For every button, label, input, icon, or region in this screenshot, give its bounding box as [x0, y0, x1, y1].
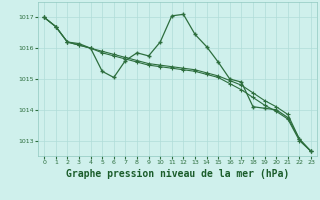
X-axis label: Graphe pression niveau de la mer (hPa): Graphe pression niveau de la mer (hPa): [66, 169, 289, 179]
